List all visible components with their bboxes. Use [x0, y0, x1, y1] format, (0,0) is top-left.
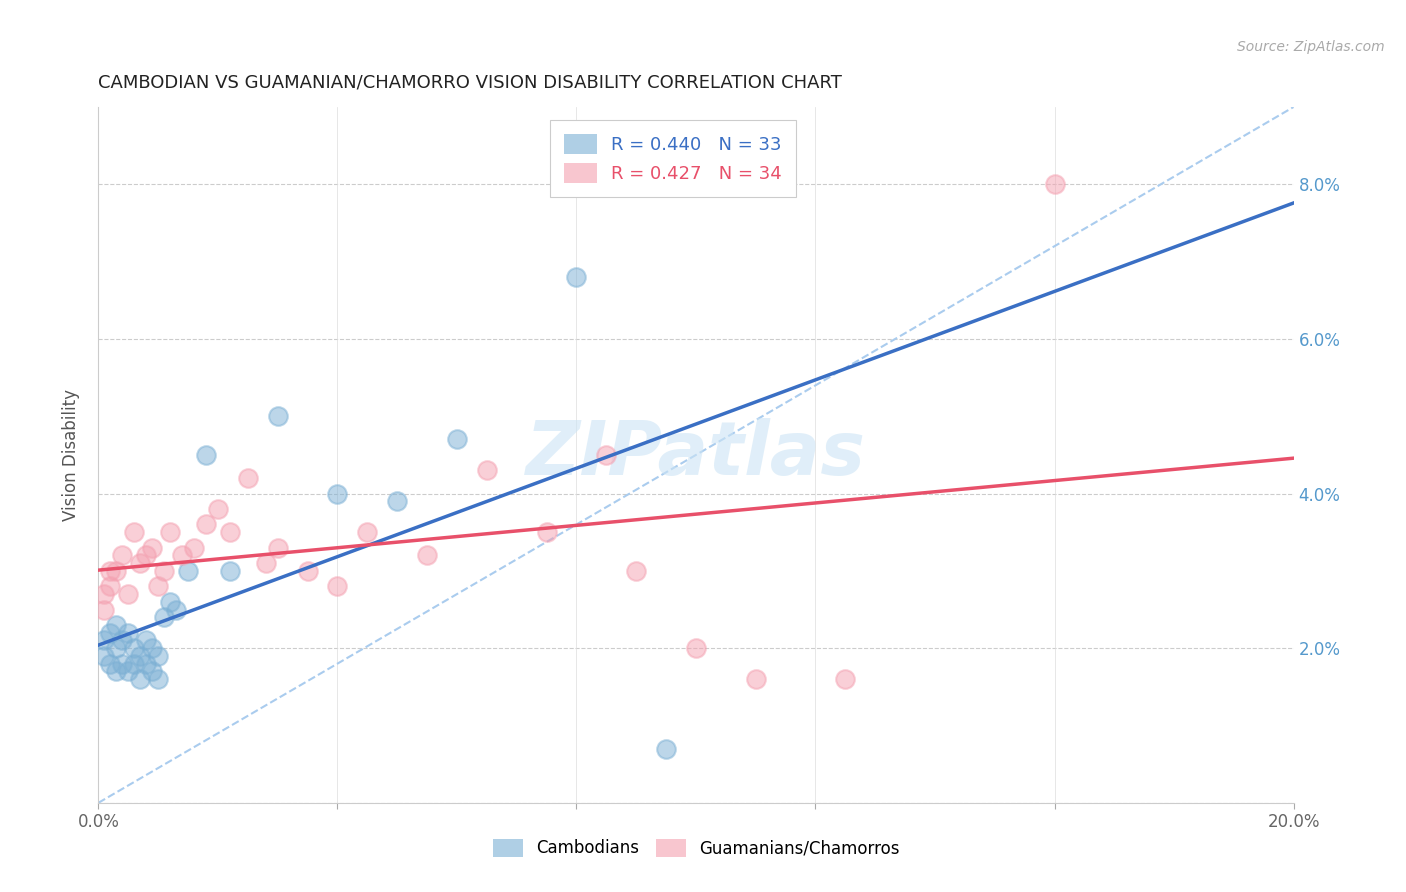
Point [159, 525, 181, 540]
Point [98, 657, 122, 671]
Point [685, 641, 707, 656]
Point [124, 525, 146, 540]
Point [148, 672, 170, 686]
Point [195, 448, 218, 462]
Point [165, 602, 187, 616]
Point [135, 549, 157, 563]
Text: CAMBODIAN VS GUAMANIAN/CHAMORRO VISION DISABILITY CORRELATION CHART: CAMBODIAN VS GUAMANIAN/CHAMORRO VISION D… [98, 74, 842, 92]
Point [117, 587, 139, 601]
Text: Source: ZipAtlas.com: Source: ZipAtlas.com [1237, 40, 1385, 54]
Point [565, 270, 588, 285]
Point [124, 641, 146, 656]
Point [141, 541, 163, 555]
Point [326, 486, 349, 500]
Point [93, 648, 115, 663]
Point [129, 672, 152, 686]
Point [141, 665, 163, 679]
Point [195, 517, 218, 532]
Point [93, 633, 115, 648]
Point [105, 665, 128, 679]
Point [105, 641, 128, 656]
Point [124, 657, 146, 671]
Point [141, 641, 163, 656]
Point [236, 471, 259, 485]
Point [117, 665, 139, 679]
Point [98, 625, 122, 640]
Point [135, 657, 157, 671]
Legend: Cambodians, Guamanians/Chamorros: Cambodians, Guamanians/Chamorros [486, 832, 905, 864]
Point [1043, 178, 1066, 192]
Point [111, 549, 134, 563]
Point [356, 525, 378, 540]
Point [207, 502, 229, 516]
Point [105, 564, 128, 578]
Point [745, 672, 768, 686]
Point [595, 448, 617, 462]
Point [129, 648, 152, 663]
Point [117, 625, 139, 640]
Point [148, 648, 170, 663]
Point [183, 541, 205, 555]
Point [111, 657, 134, 671]
Point [219, 525, 242, 540]
Point [177, 564, 200, 578]
Point [475, 463, 498, 477]
Point [326, 579, 349, 593]
Point [172, 549, 194, 563]
Point [385, 494, 409, 508]
Point [105, 618, 128, 632]
Point [219, 564, 242, 578]
Point [416, 549, 439, 563]
Point [93, 587, 115, 601]
Point [159, 595, 181, 609]
Point [267, 541, 290, 555]
Point [111, 633, 134, 648]
Point [135, 633, 157, 648]
Point [626, 564, 648, 578]
Point [153, 610, 176, 624]
Point [254, 556, 277, 570]
Point [98, 564, 122, 578]
Point [148, 579, 170, 593]
Point [297, 564, 319, 578]
Point [93, 602, 115, 616]
Y-axis label: Vision Disability: Vision Disability [62, 389, 80, 521]
Point [536, 525, 558, 540]
Point [98, 579, 122, 593]
Point [655, 741, 678, 756]
Point [129, 556, 152, 570]
Point [267, 409, 290, 424]
Point [834, 672, 856, 686]
Point [153, 564, 176, 578]
Point [446, 433, 468, 447]
Text: ZIPatlas: ZIPatlas [526, 418, 866, 491]
